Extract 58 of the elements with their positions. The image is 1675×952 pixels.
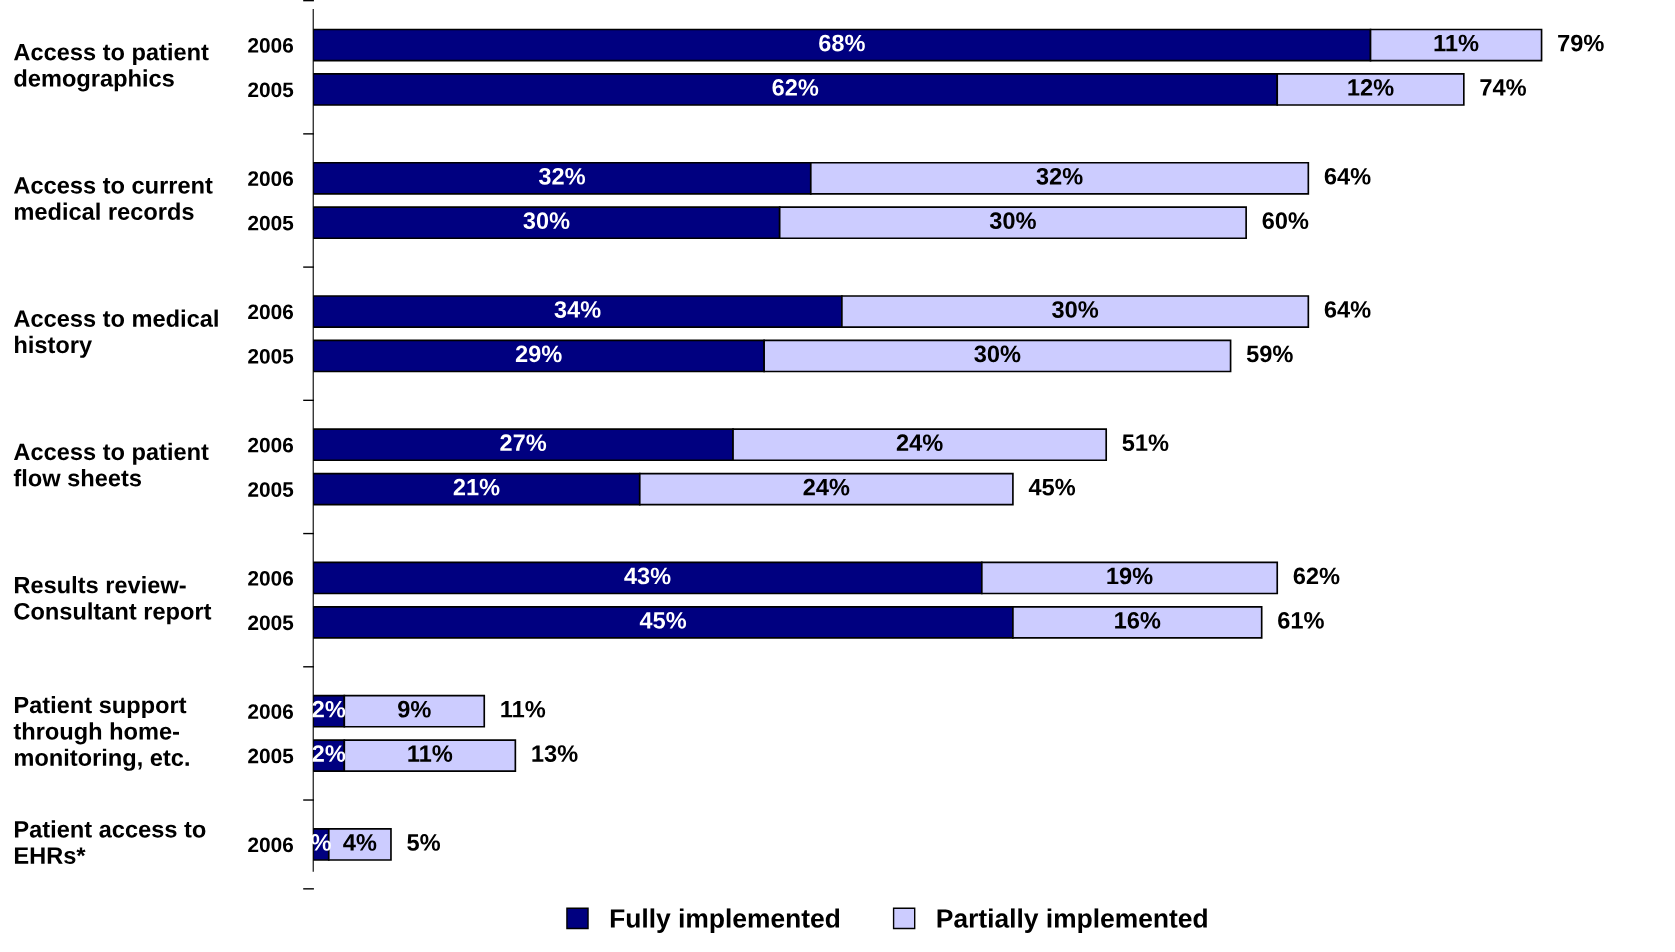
text: Results review- Consultant report	[14, 576, 212, 625]
total-label: 5%	[407, 834, 441, 851]
data-label: 30%	[989, 212, 1036, 230]
y-tick-label: 2006	[248, 437, 294, 453]
y-tick-label: 2006	[248, 171, 294, 187]
total-label: 74%	[1480, 79, 1526, 96]
data-label: 68%	[819, 34, 865, 52]
data-label: 32%	[1036, 167, 1083, 185]
total-label: 64%	[1324, 167, 1371, 185]
text: Access to patient demographics	[13, 43, 209, 92]
text: Patient support through home- monitoring, etc.	[13, 696, 189, 771]
data-label: 24%	[896, 434, 943, 452]
legend-label: Fully implemented	[610, 908, 840, 934]
total-label: 64%	[1324, 301, 1371, 318]
data-label: 43%	[624, 567, 671, 585]
data-label: 24%	[803, 478, 850, 496]
data-label: 30%	[974, 345, 1021, 363]
data-label: 19%	[1107, 567, 1153, 585]
total-label: 79%	[1558, 34, 1604, 52]
data-label: 11%	[1434, 34, 1479, 52]
data-label: 45%	[639, 612, 687, 629]
total-label: 62%	[1293, 567, 1340, 585]
data-label: 21%	[453, 478, 500, 496]
data-label: 11%	[408, 745, 453, 762]
data-label: 62%	[772, 79, 819, 96]
y-tick-label: 2005	[248, 348, 294, 364]
total-label: 11%	[501, 700, 546, 718]
y-tick-label: 2005	[248, 615, 294, 631]
data-label: 30%	[523, 212, 570, 230]
total-label: 59%	[1246, 345, 1293, 363]
y-tick-label: 2006	[248, 304, 294, 320]
y-tick-label: 2005	[248, 215, 294, 231]
data-label: 9%	[398, 700, 431, 718]
text: Access to patient flow sheets	[13, 442, 209, 487]
y-tick-label: 2005	[248, 482, 294, 497]
y-tick-label: 2006	[248, 570, 294, 586]
y-tick-label: 2006	[248, 38, 294, 53]
legend-label: Partially implemented	[937, 908, 1207, 934]
data-label: 27%	[500, 434, 547, 452]
data-label: 16%	[1115, 612, 1161, 629]
total-label: 60%	[1262, 212, 1309, 230]
data-label: 30%	[1052, 301, 1099, 318]
total-label: 45%	[1028, 478, 1076, 496]
total-label: 61%	[1278, 612, 1324, 629]
total-label: 13%	[532, 745, 578, 762]
y-tick-label: 2005	[248, 82, 294, 98]
data-label: 12%	[1348, 79, 1394, 96]
y-tick-label: 2005	[248, 748, 294, 764]
data-label: 29%	[515, 345, 562, 363]
y-tick-label: 2006	[248, 837, 294, 853]
y-tick-label: 2006	[248, 704, 294, 719]
data-label: 4%	[343, 834, 377, 851]
text: Access to current medical records	[13, 177, 213, 220]
text: Access to medical history	[13, 309, 218, 358]
total-label: 51%	[1122, 434, 1169, 452]
data-label: 32%	[538, 167, 586, 185]
data-label: 34%	[554, 301, 601, 318]
text: Patient access to EHRs*	[14, 820, 206, 864]
